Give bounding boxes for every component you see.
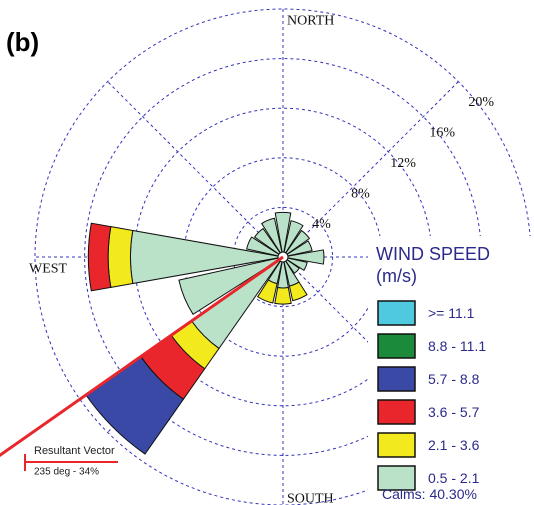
legend-label: 8.8 - 11.1 [428, 338, 486, 354]
petal-segment [87, 222, 112, 292]
resultant-vector [0, 255, 284, 457]
legend-swatch [377, 432, 416, 458]
legend-label: >= 11.1 [428, 305, 475, 321]
petal-segment [246, 236, 284, 258]
legend-swatch [377, 465, 416, 491]
petal-segment [274, 286, 292, 305]
legend-title: WIND SPEED [376, 244, 490, 264]
legend-label: 0.5 - 2.1 [428, 470, 480, 486]
petal-segment [282, 220, 304, 258]
petal-segment [282, 256, 308, 272]
legend-swatch [377, 399, 416, 425]
resultant-title: Resultant Vector [34, 445, 115, 457]
petal-segment [282, 249, 325, 265]
petal-segment [256, 279, 278, 304]
calms-label: Calms: 40.30% [382, 486, 477, 502]
legend-swatch [377, 366, 416, 392]
petal-segment [282, 229, 311, 258]
legend-label: 2.1 - 3.6 [428, 437, 480, 453]
legend-label: 3.6 - 5.7 [428, 404, 480, 420]
panel-label: (b) [6, 27, 39, 57]
compass-label: SOUTH [287, 492, 334, 505]
overlay: 4%8%12%16%20%NORTHEASTSOUTHWESTWIND SPEE… [0, 14, 534, 505]
ring [232, 206, 334, 308]
petal-segment [282, 240, 313, 258]
petals [85, 211, 325, 455]
compass-label: WEST [29, 262, 68, 277]
petal-segment [178, 256, 284, 315]
petal-segment [107, 226, 134, 288]
legend-label: 5.7 - 8.8 [428, 371, 480, 387]
legend-title: (m/s) [376, 266, 417, 286]
ring-label: 4% [312, 217, 331, 232]
compass-label: NORTH [287, 14, 334, 29]
petal-segment [274, 211, 292, 258]
petal-segment [253, 227, 284, 258]
petal-segment [260, 217, 284, 258]
ring-label: 16% [429, 125, 455, 140]
legend-swatch [377, 300, 416, 326]
petal-segment [288, 281, 308, 302]
ring-label: 12% [390, 156, 416, 171]
ring-label: 8% [351, 186, 370, 201]
resultant-label: 235 deg - 34% [34, 467, 99, 478]
ring-label: 20% [468, 95, 494, 110]
legend-swatch [377, 333, 416, 359]
petal-segment [282, 256, 300, 274]
